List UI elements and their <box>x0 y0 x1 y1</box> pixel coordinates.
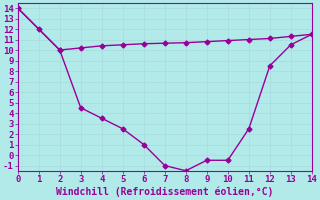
X-axis label: Windchill (Refroidissement éolien,°C): Windchill (Refroidissement éolien,°C) <box>56 187 274 197</box>
